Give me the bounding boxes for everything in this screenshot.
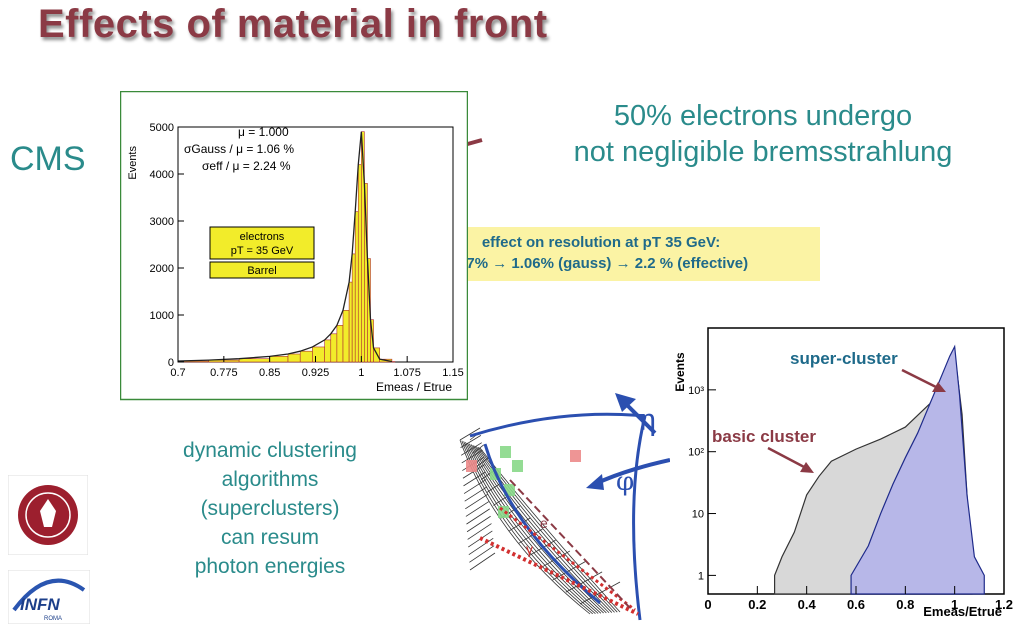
x-tick-label: 1.2 — [995, 597, 1013, 612]
resolution-line-2: 0.7% → 1.06% (gauss) → 2.2 % (effective) — [453, 255, 749, 272]
super-cluster-area — [850, 344, 985, 595]
sapienza-logo — [8, 475, 88, 555]
x-tick-label: 0 — [704, 597, 711, 612]
x-tick-label: 1 — [358, 367, 364, 379]
gamma-label: γ — [526, 541, 533, 557]
y-tick-label: 10² — [688, 447, 704, 459]
clustering-line: dynamic clustering — [183, 439, 357, 462]
clustering-line: (superclusters) — [200, 497, 340, 520]
y-axis-label: Events — [127, 146, 139, 180]
y-tick-label: 0 — [168, 357, 174, 369]
histogram-bar — [351, 253, 356, 363]
crystal-cell — [512, 460, 523, 472]
legend-electrons: electrons — [240, 231, 285, 243]
infn-text: INFN — [20, 595, 60, 614]
calorimeter-diagram: e γ η φ — [459, 393, 670, 621]
x-axis-label: Emeas/Etrue — [923, 604, 1002, 619]
experiment-label: CMS — [10, 140, 86, 178]
histogram-bar — [269, 356, 289, 363]
crystal-cell — [498, 506, 509, 518]
y-tick-label: 10 — [692, 509, 704, 521]
legend-barrel: Barrel — [247, 265, 276, 277]
y-tick-label: 10³ — [688, 385, 704, 397]
stat-sigma-gauss: σGauss / μ = 1.06 % — [184, 142, 294, 156]
supercluster-outline — [469, 412, 646, 438]
x-axis-label: Emeas / Etrue — [376, 380, 452, 394]
legend-box-1 — [209, 226, 315, 260]
clustering-note: dynamic clustering algorithms (superclus… — [150, 436, 390, 581]
y-axis-label: Events — [673, 352, 687, 392]
y-tick-label: 5000 — [150, 122, 174, 134]
histogram-bar — [330, 333, 338, 363]
crystal-cell — [570, 450, 581, 462]
histogram-bar — [373, 347, 380, 363]
y-tick-label: 3000 — [150, 216, 174, 228]
x-tick-label: 0.6 — [847, 597, 865, 612]
legend-box-2 — [209, 261, 315, 279]
histogram-bar — [299, 350, 313, 363]
clustering-line: algorithms — [221, 468, 319, 491]
cluster-comparison-plot: 0 0.2 0.4 0.6 0.8 1 1.2 1 10 10² 10³ Events Emeas… — [673, 327, 1013, 619]
histogram-bar — [336, 325, 344, 363]
x-tick-label: 0.4 — [798, 597, 817, 612]
stat-sigma-eff: σeff / μ = 2.24 % — [202, 159, 291, 173]
histogram-bar — [348, 281, 353, 363]
histogram-bar — [287, 353, 301, 363]
clustering-line: photon energies — [194, 555, 346, 578]
histogram-bar — [357, 164, 362, 363]
resolution-line-1: effect on resolution at pT 35 GeV: — [481, 234, 721, 251]
x-tick-label: 0.85 — [259, 367, 280, 379]
electron-label: e — [540, 515, 548, 531]
slide-title: Effects of material in front — [38, 2, 548, 46]
basic-cluster-label: basic cluster — [712, 427, 816, 446]
y-tick-label: 1000 — [150, 310, 174, 322]
y-tick-label: 2000 — [150, 263, 174, 275]
crystal-cell — [504, 484, 515, 496]
fit-curve — [177, 131, 393, 363]
stat-mu: μ = 1.000 — [238, 125, 289, 139]
histogram-bar — [312, 346, 325, 363]
y-tick-label: 1 — [698, 570, 704, 582]
photon-track — [479, 536, 639, 616]
phi-label: φ — [616, 467, 634, 497]
y-tick-label: 4000 — [150, 169, 174, 181]
crystal-cell — [466, 460, 477, 472]
legend-pt: pT = 35 GeV — [231, 245, 294, 257]
bremsstrahlung-note: 50% electrons undergo not negligible bre… — [548, 98, 978, 170]
x-tick-label: 0.925 — [302, 367, 330, 379]
x-tick-label: 0.2 — [748, 597, 766, 612]
x-tick-label: 0.7 — [170, 367, 185, 379]
x-tick-label: 1.075 — [393, 367, 421, 379]
crystal-cell — [500, 446, 511, 458]
histogram-plot: 0 1000 2000 3000 4000 5000 0.7 0.775 0.85 0.925 1… — [120, 91, 468, 401]
clustering-line: can resum — [220, 526, 320, 549]
eta-label: η — [638, 403, 656, 438]
histogram-bar — [324, 339, 332, 363]
histogram-bar — [370, 319, 374, 363]
x-tick-label: 0.775 — [210, 367, 238, 379]
super-cluster-label: super-cluster — [790, 349, 898, 368]
x-tick-label: 0.8 — [896, 597, 914, 612]
electron-track — [509, 479, 631, 609]
infn-logo: INFN ROMA — [8, 570, 90, 624]
histogram-bar — [342, 310, 350, 363]
histogram-bar — [354, 211, 359, 363]
x-tick-label: 1.15 — [442, 367, 463, 379]
x-tick-label: 1 — [951, 597, 958, 612]
brem-line-1: 50% electrons undergo — [613, 100, 913, 132]
infn-sub: ROMA — [44, 616, 62, 622]
histogram-bar — [238, 358, 270, 363]
brem-line-2: not negligible bremsstrahlung — [573, 136, 953, 168]
